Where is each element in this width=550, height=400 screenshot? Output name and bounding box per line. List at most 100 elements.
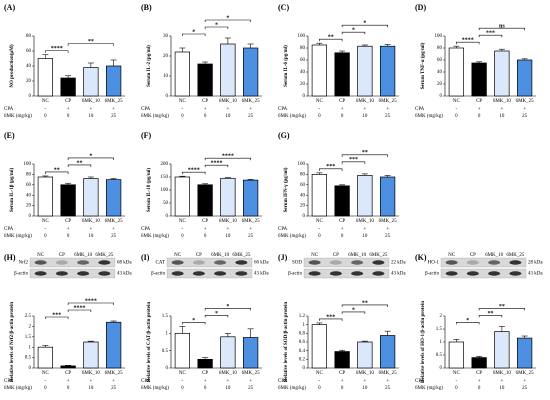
significance-label: * — [352, 28, 355, 34]
treatment-value: 0 — [67, 386, 70, 391]
x-tick-label: NC — [316, 99, 324, 104]
x-tick-label: NC — [179, 371, 187, 376]
y-tick-label: 1 — [303, 323, 306, 328]
blot-lane-label: NC — [448, 253, 456, 258]
bar — [494, 50, 510, 97]
significance-bracket — [45, 316, 69, 319]
blot-lane-label: 6MK_10 — [485, 253, 504, 258]
treatment-label: CPA — [141, 107, 151, 112]
y-tick-label: 2 — [29, 325, 32, 330]
blot-band — [329, 271, 342, 276]
treatment-value: 25 — [522, 386, 528, 391]
treatment-label: CPA — [278, 107, 288, 112]
significance-label: *** — [349, 157, 358, 163]
treatment-label: 6MK (mg/kg) — [278, 386, 306, 391]
blot-band-label: β-actin — [14, 272, 28, 277]
x-tick-label: NC — [42, 99, 50, 104]
treatment-value: 10 — [362, 114, 368, 119]
significance-bracket — [478, 27, 525, 31]
x-tick-label: CP — [476, 99, 482, 104]
blot-band — [77, 260, 90, 265]
x-tick-label: CP — [202, 219, 208, 224]
treatment-value: - — [182, 107, 184, 112]
bar — [83, 178, 99, 217]
y-tick-label: 100 — [298, 162, 306, 167]
treatment-value: 25 — [248, 114, 254, 119]
treatment-value: 25 — [111, 234, 117, 239]
y-tick-label: 100 — [161, 188, 169, 193]
significance-bracket — [204, 308, 251, 311]
y-tick-label: 20 — [163, 54, 169, 59]
x-tick-label: 6MK_10 — [219, 371, 238, 376]
treatment-value: 10 — [499, 386, 505, 391]
treatment-label: CPA — [4, 379, 14, 384]
significance-bracket — [67, 309, 92, 312]
treatment-value: + — [204, 227, 207, 232]
treatment-value: 10 — [362, 234, 368, 239]
x-tick-label: 6MK_10 — [82, 371, 101, 376]
bar — [311, 174, 328, 217]
significance-label: ns — [499, 24, 505, 30]
blot-lane-label: 6MK_25 — [95, 253, 114, 258]
treatment-value: + — [89, 379, 92, 384]
y-tick-label: 60 — [300, 183, 306, 188]
treatment-value: 0 — [341, 234, 344, 239]
treatment-value: + — [67, 107, 70, 112]
treatment-value: - — [45, 107, 47, 112]
treatment-value: 0 — [204, 234, 207, 239]
significance-bracket — [182, 171, 206, 175]
treatment-value: + — [386, 107, 389, 112]
bar — [174, 176, 191, 217]
treatment-value: 25 — [385, 114, 391, 119]
bar — [83, 341, 99, 369]
treatment-label: 6MK (mg/kg) — [4, 386, 32, 391]
x-tick-label: NC — [42, 371, 50, 376]
y-tick-label: 1 — [166, 331, 169, 336]
y-tick-label: 0.6 — [299, 340, 306, 345]
significance-label: **** — [74, 305, 86, 311]
treatment-value: - — [319, 107, 321, 112]
y-tick-label: 20 — [26, 204, 32, 209]
significance-label: ** — [88, 39, 94, 45]
treatment-value: 0 — [341, 114, 344, 119]
significance-bracket — [45, 171, 69, 174]
treatment-label: CPA — [4, 227, 14, 232]
y-tick-label: 20 — [26, 79, 32, 84]
blot-band — [34, 260, 47, 265]
significance-bracket — [204, 26, 229, 29]
treatment-label: 6MK (mg/kg) — [141, 234, 169, 239]
y-tick-label: 0.5 — [25, 356, 32, 361]
y-tick-label: 50 — [163, 201, 169, 206]
treatment-value: 0 — [44, 234, 47, 239]
significance-bracket — [45, 50, 69, 53]
treatment-label: 6MK (mg/kg) — [278, 114, 306, 119]
significance-label: * — [192, 318, 195, 324]
y-tick-label: 0 — [166, 94, 169, 99]
treatment-value: + — [67, 227, 70, 232]
blot-band — [466, 271, 479, 276]
y-tick-label: 0 — [303, 94, 306, 99]
treatment-label: CPA — [141, 379, 151, 384]
y-tick-label: 60 — [26, 183, 32, 188]
y-tick-label: 2 — [440, 314, 443, 319]
y-tick-label: 80 — [26, 34, 32, 39]
significance-bracket — [341, 154, 388, 157]
treatment-value: + — [363, 227, 366, 232]
treatment-value: + — [112, 107, 115, 112]
bar — [334, 185, 350, 217]
y-tick-label: 0 — [29, 214, 32, 219]
significance-label: **** — [188, 168, 200, 174]
significance-label: * — [89, 153, 92, 159]
x-tick-label: 6MK_25 — [105, 371, 124, 376]
x-tick-label: NC — [179, 219, 187, 224]
treatment-value: - — [182, 227, 184, 232]
y-tick-label: 1.5 — [162, 314, 169, 319]
treatment-value: + — [226, 107, 229, 112]
treatment-value: + — [249, 227, 252, 232]
blot-lane-label: 6MK_25 — [506, 253, 525, 258]
blot-lane-label: 6MK_10 — [211, 253, 230, 258]
y-tick-label: 60 — [300, 58, 306, 63]
blot-band — [308, 271, 321, 276]
panel-label: (H) — [4, 253, 16, 262]
significance-label: * — [466, 318, 469, 324]
